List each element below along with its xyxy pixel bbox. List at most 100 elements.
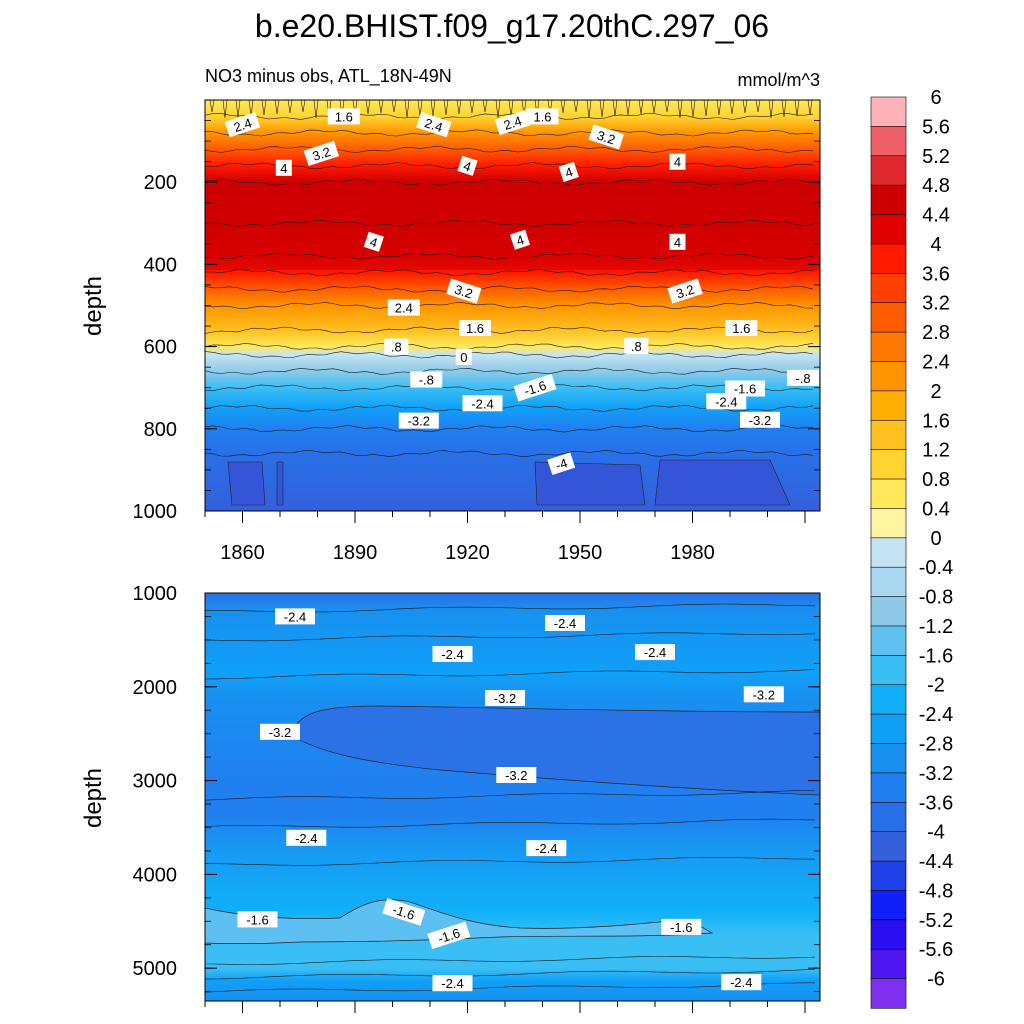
contour-label: .8	[384, 338, 409, 355]
contour-line	[599, 100, 605, 118]
contour-label-box	[286, 829, 327, 846]
contour-label-box	[455, 348, 472, 365]
contour-line	[205, 384, 814, 392]
contour-line	[205, 818, 816, 828]
colorbar-label: 3.6	[922, 263, 950, 285]
colorbar-label: 4.4	[922, 205, 950, 227]
contour-label-box	[513, 373, 557, 402]
contour-label-text: 2.4	[395, 301, 413, 316]
colorbar-swatch	[870, 919, 907, 950]
contour-label-box	[721, 974, 762, 991]
contour-label-box	[669, 153, 686, 170]
contour-label-text: -2.4	[471, 396, 493, 411]
contour-label-text: -1.6	[436, 925, 462, 946]
contour-line	[205, 790, 815, 801]
deep-ticks: 1000 2000 3000 4000 5000	[133, 583, 820, 1013]
contour-label-box	[547, 452, 576, 476]
contour-label-text: -1.6	[670, 920, 692, 935]
contour-label-text: -3.2	[494, 691, 516, 706]
contour-line	[205, 425, 814, 433]
contour-line	[456, 100, 462, 115]
contour-label: -.8	[410, 371, 443, 388]
colorbar-swatch	[870, 596, 907, 627]
colorbar-swatch	[870, 419, 907, 451]
contour-label-box	[384, 338, 409, 355]
colorbar-swatch	[870, 948, 907, 980]
contour-label-box	[446, 278, 482, 304]
contour-label-text: 4	[563, 164, 575, 181]
x-tick-label: 1920	[445, 542, 490, 564]
contour-label-box	[327, 108, 360, 125]
colorbar-swatch	[870, 625, 907, 656]
x-tick-label: 1860	[220, 542, 265, 564]
contour-label: .8	[624, 337, 649, 354]
contour-label: -1.6	[661, 918, 702, 935]
contour-label-text: 1.6	[732, 321, 750, 336]
y-tick-label: 200	[144, 172, 177, 194]
contour-label: 2.4	[416, 112, 452, 138]
contour-line	[560, 100, 566, 114]
contour-label: -2.4	[275, 608, 315, 625]
contour-line	[205, 252, 814, 260]
colorbar-label: 5.2	[922, 146, 950, 168]
contour-line	[205, 669, 816, 680]
contour-label-text: 1.6	[533, 109, 551, 124]
contour-label-text: -1.6	[522, 378, 548, 399]
contour-line	[205, 269, 814, 277]
colorbar-swatch	[870, 155, 907, 186]
contour-line	[729, 100, 735, 115]
contour-line	[690, 100, 696, 118]
contour-line	[430, 100, 436, 117]
colorbar-label: 2	[930, 381, 941, 403]
y-tick-label: 5000	[133, 958, 178, 980]
minimum-region-thin	[276, 461, 284, 506]
contour-label: 3.2	[446, 278, 482, 304]
contour-label-box	[558, 161, 579, 182]
contour-label: -2.4	[721, 974, 762, 991]
colorbar-swatch	[870, 273, 907, 304]
contour-label: -1.6	[427, 921, 471, 950]
contour-line	[205, 145, 814, 153]
contour-label: 1.6	[327, 108, 360, 125]
colorbar-label: -0.8	[919, 587, 953, 609]
deep-minimum-tongue	[289, 705, 820, 796]
colorbar-swatch	[870, 214, 907, 245]
colorbar-label: -0.4	[919, 557, 953, 579]
contour-label-text: 1.6	[466, 321, 484, 336]
contour-line	[205, 982, 815, 993]
contour-line	[625, 100, 631, 116]
deep-contour-lines	[205, 603, 816, 993]
contour-label: -3.2	[398, 412, 439, 429]
colorbar-label: -2.8	[919, 734, 953, 756]
contour-label-text: -2.4	[715, 394, 737, 409]
colorbar-label: -6	[927, 969, 945, 991]
upper-panel: NO3 minus obs, ATL_18N-49N mmol/m^3 2.4 1…	[80, 66, 821, 564]
contour-label-text: -.8	[795, 371, 810, 386]
contour-label: -2.4	[545, 615, 585, 631]
upper-units-label: mmol/m^3	[738, 70, 820, 90]
contour-label-box	[275, 608, 315, 625]
contour-label-box	[462, 395, 503, 412]
colorbar: 6 5.6 5.2 4.8 4.4 4 3.6 3.2 2.8 2.4 2 1.6 1.2 0.8 0.4 0…	[870, 87, 953, 1009]
colorbar-label: 2.8	[922, 322, 950, 344]
deep-panel: -2.4 -2.4 -2.4 -2.4 -3.2 -3.2 -3.2 -3.2 -2.4 -2.4…	[80, 583, 821, 1013]
contour-line	[205, 162, 814, 170]
contour-label-box	[237, 911, 278, 928]
contour-label-text: 2.4	[502, 113, 524, 133]
contour-line	[235, 100, 241, 118]
contour-label-box	[725, 380, 765, 397]
contour-label-box	[509, 229, 531, 250]
colorbar-swatch	[870, 713, 907, 745]
contour-label: -3.2	[743, 686, 784, 703]
contour-line	[716, 100, 722, 116]
contour-label: 4	[509, 229, 531, 250]
colorbar-swatch	[870, 96, 907, 127]
contour-line	[261, 100, 267, 116]
contour-label-text: 4	[280, 161, 287, 176]
minimum-region-central	[534, 461, 646, 506]
contour-label-text: 4	[368, 234, 380, 251]
contour-line	[612, 100, 618, 117]
contour-label-box	[635, 644, 675, 661]
contour-line	[287, 100, 293, 114]
y-tick-label: 600	[144, 337, 177, 359]
